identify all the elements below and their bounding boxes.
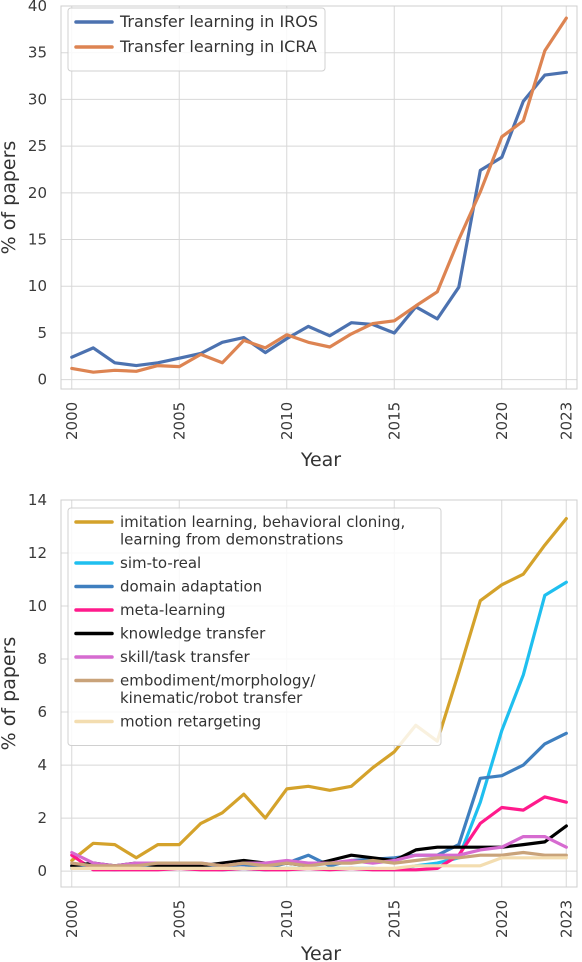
legend-label: motion retargeting (120, 713, 261, 731)
plot-frame (60, 499, 578, 888)
y-tick-label: 20 (28, 184, 47, 202)
legend-label: skill/task transfer (120, 648, 250, 666)
legend-label: meta-learning (120, 601, 226, 619)
y-tick-label: 25 (28, 137, 47, 155)
series-line-1 (70, 516, 568, 863)
x-tick-label: 2015 (385, 402, 403, 440)
x-tick-label: 2000 (63, 900, 81, 938)
x-tick-label: 2020 (493, 402, 511, 440)
legend-label: Transfer learning in IROS (119, 12, 318, 31)
series-line-2 (70, 16, 568, 374)
y-axis-label: % of papers (0, 141, 20, 255)
legend-label: knowledge transfer (120, 625, 266, 643)
y-tick-label: 10 (28, 277, 47, 295)
legend-label: sim-to-real (120, 554, 201, 572)
x-tick-label: 2020 (493, 900, 511, 938)
legend-label: embodiment/morphology/kinematic/robot tr… (120, 672, 316, 708)
chart-bottom: 0 2 4 6 8 10 12 14 2000 2005 2010 2015 2020 2023 Year%… (0, 491, 578, 962)
plot-frame (60, 5, 578, 390)
x-tick-label: 2005 (170, 900, 188, 938)
y-tick-label: 6 (37, 703, 47, 721)
legend-box (67, 507, 442, 746)
y-tick-label: 14 (28, 491, 47, 509)
y-tick-label: 35 (28, 44, 47, 62)
series-line-8 (70, 856, 568, 870)
y-tick-label: 2 (37, 809, 47, 827)
y-tick-label: 15 (28, 231, 47, 249)
x-axis-label: Year (300, 943, 341, 962)
x-tick-label: 2000 (63, 402, 81, 440)
series-line-7 (70, 850, 568, 868)
legend: Transfer learning in IROS Transfer learni… (67, 7, 326, 72)
y-tick-label: 40 (28, 0, 47, 15)
y-axis-label: % of papers (0, 637, 20, 751)
legend-label: domain adaptation (120, 578, 262, 596)
y-tick-label: 30 (28, 90, 47, 108)
x-tick-label: 2023 (557, 900, 575, 938)
y-tick-label: 10 (28, 597, 47, 615)
x-tick-label: 2015 (385, 900, 403, 938)
x-tick-label: 2023 (557, 402, 575, 440)
legend-label: Transfer learning in ICRA (119, 37, 317, 56)
y-tick-label: 12 (28, 544, 47, 562)
legend-box (67, 7, 326, 72)
x-tick-label: 2005 (170, 402, 188, 440)
y-tick-label: 0 (37, 862, 47, 880)
x-axis-label: Year (300, 449, 341, 471)
chart-top: 0 5 10 15 20 25 30 35 40 2000 2005 2010 2015 2020 2023… (0, 0, 578, 471)
series-line-1 (70, 70, 568, 368)
y-tick-label: 8 (37, 650, 47, 668)
x-tick-label: 2010 (278, 900, 296, 938)
legend: imitation learning, behavioral cloning, l… (67, 507, 442, 746)
legend-label: imitation learning, behavioral cloning, l… (120, 513, 405, 549)
y-tick-label: 4 (37, 756, 47, 774)
y-tick-label: 5 (37, 324, 47, 342)
y-tick-label: 0 (37, 371, 47, 389)
x-tick-label: 2010 (278, 402, 296, 440)
